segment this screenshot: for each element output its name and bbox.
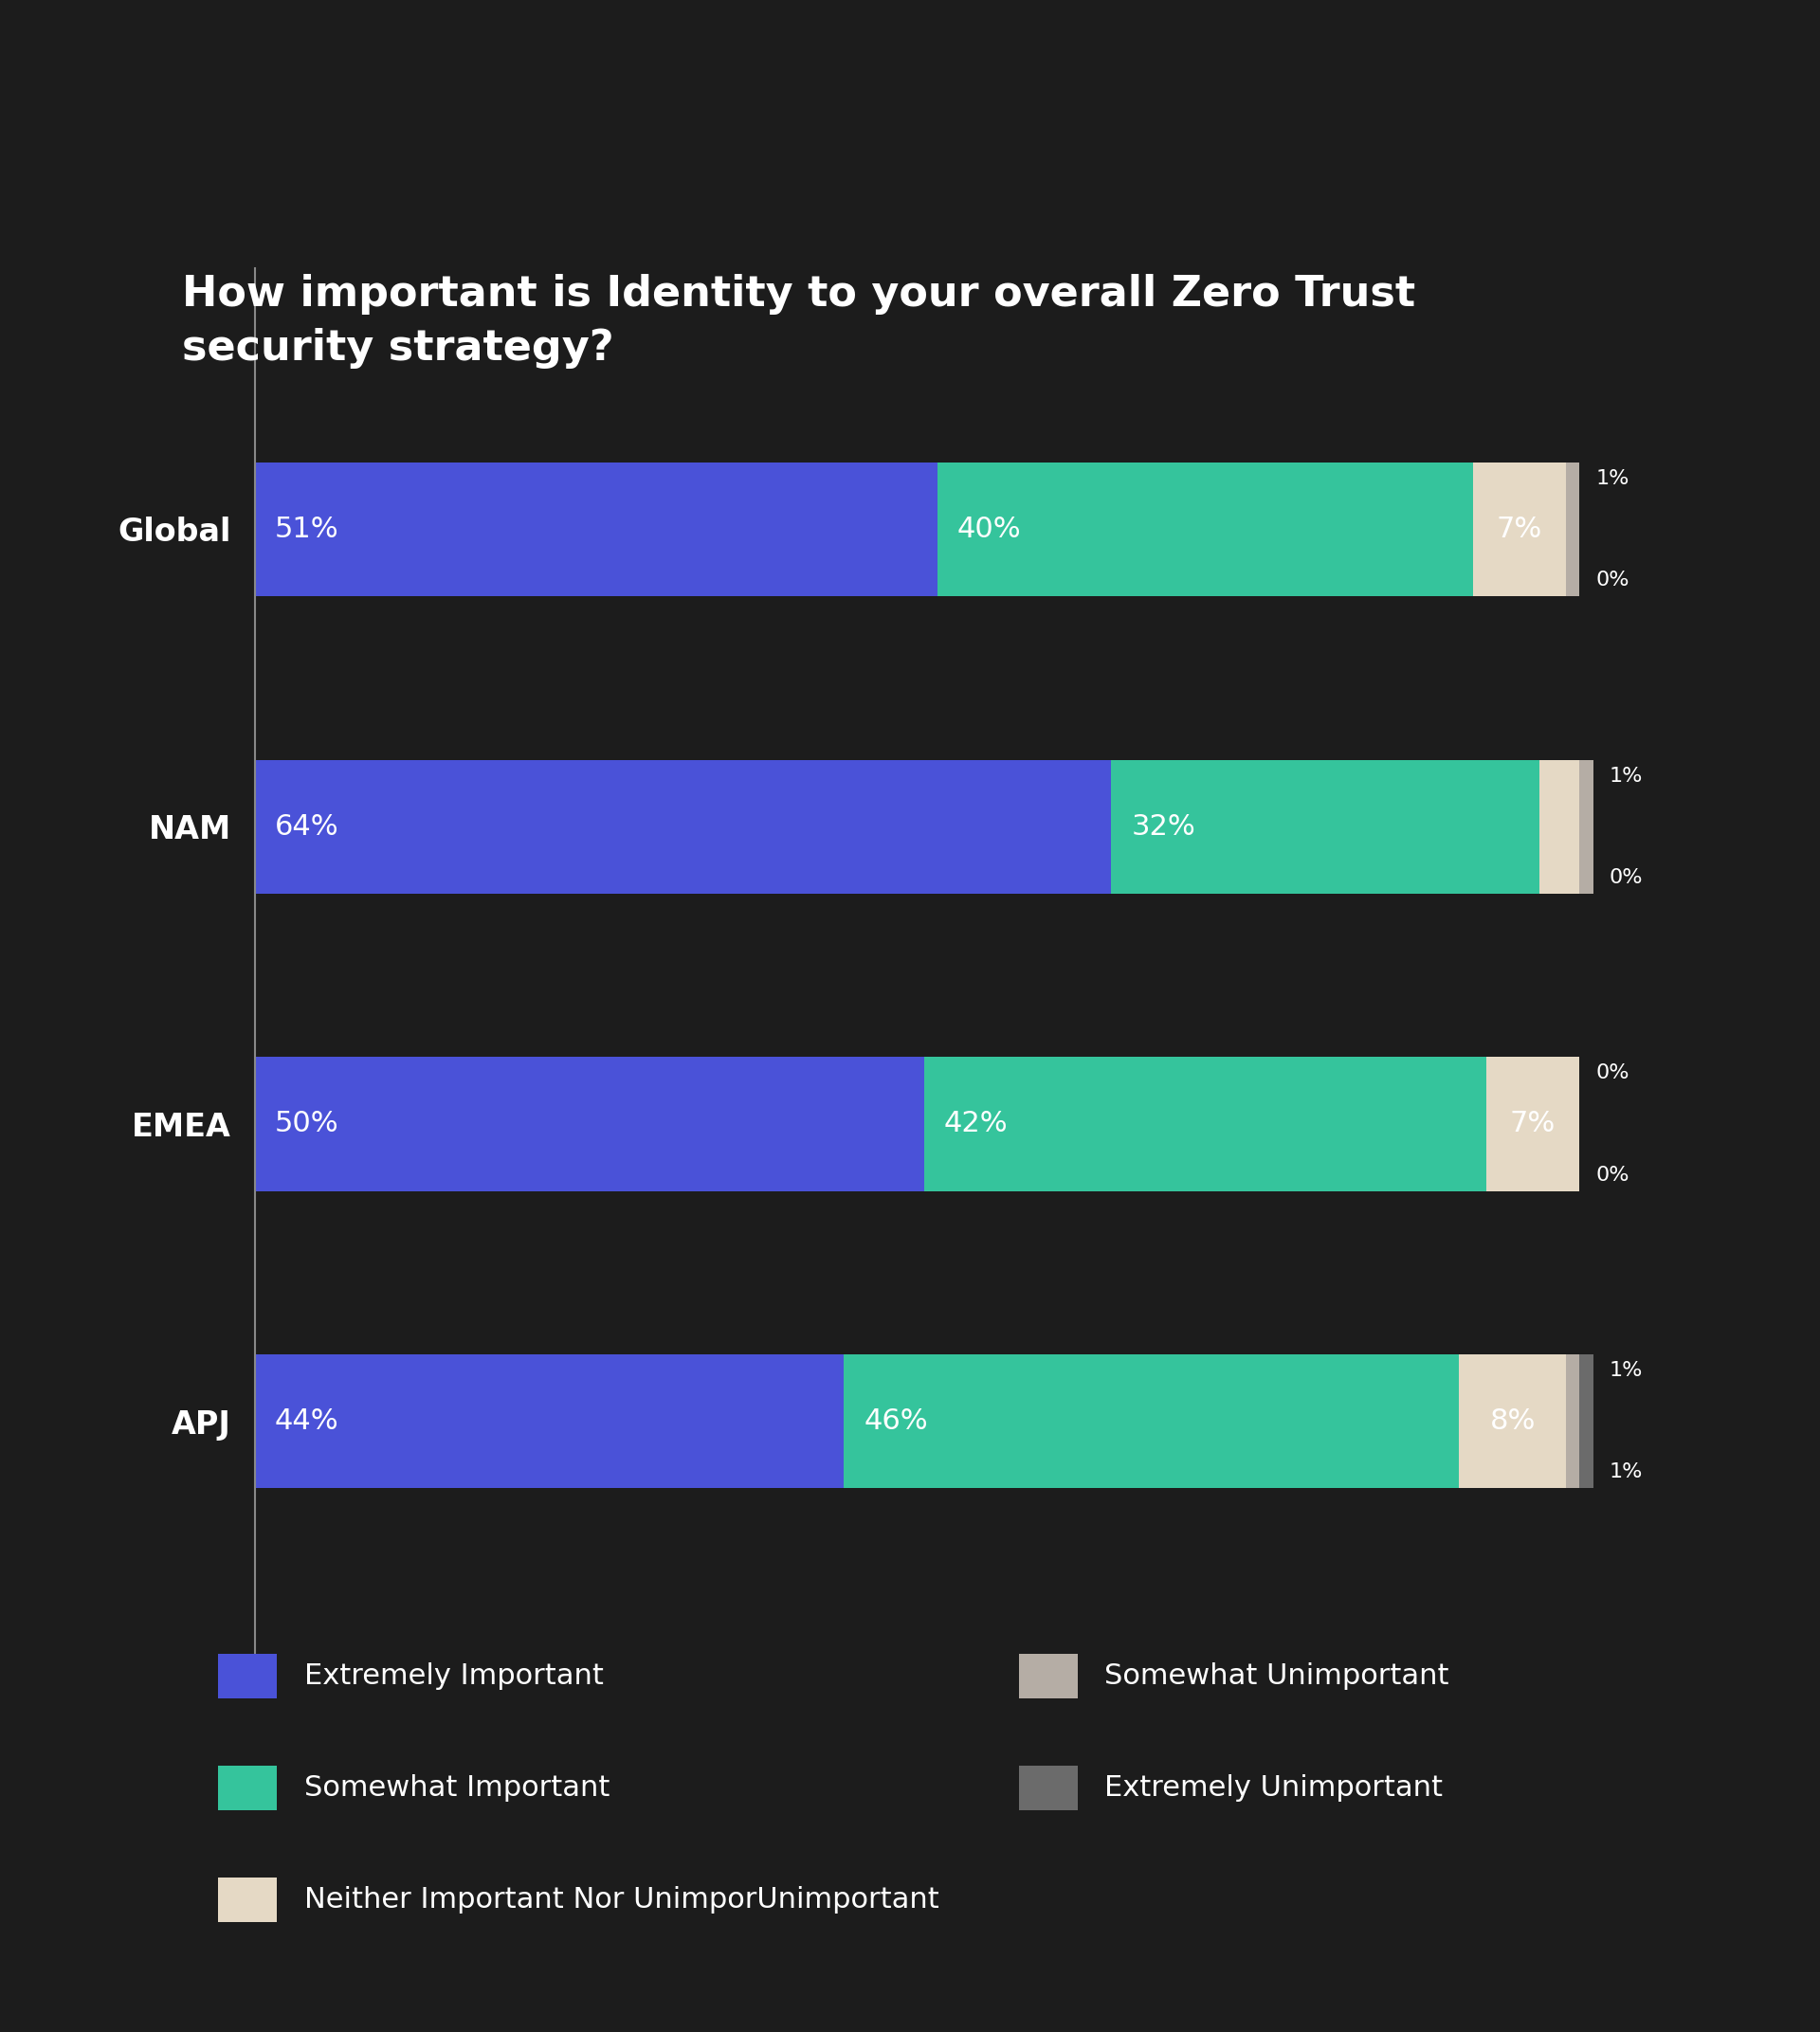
Text: Extremely Unimportant: Extremely Unimportant <box>1105 1774 1443 1802</box>
Bar <box>844 1355 1460 1487</box>
Bar <box>925 1057 1485 1191</box>
Text: 0%: 0% <box>1596 571 1629 589</box>
Text: 1%: 1% <box>1609 766 1643 784</box>
Text: Somewhat Important: Somewhat Important <box>304 1774 610 1802</box>
Text: 51%: 51% <box>275 516 339 543</box>
Bar <box>1567 463 1580 595</box>
Text: 8%: 8% <box>1491 1408 1536 1435</box>
Bar <box>1485 1057 1580 1191</box>
Bar <box>937 463 1472 595</box>
Text: 7%: 7% <box>1511 1109 1556 1138</box>
Bar <box>1112 760 1540 894</box>
Bar <box>255 1057 925 1191</box>
Text: 1%: 1% <box>1596 469 1629 488</box>
Text: Neither Important Nor UnimporUnimportant: Neither Important Nor UnimporUnimportant <box>304 1886 939 1914</box>
Bar <box>255 760 1112 894</box>
Text: 32%: 32% <box>1132 813 1196 841</box>
Text: 42%: 42% <box>945 1109 1008 1138</box>
Text: 0%: 0% <box>1596 1166 1629 1185</box>
Text: 40%: 40% <box>957 516 1021 543</box>
Bar <box>1567 1355 1580 1487</box>
Text: 1%: 1% <box>1609 1463 1643 1481</box>
Bar <box>1540 760 1580 894</box>
Text: Somewhat Unimportant: Somewhat Unimportant <box>1105 1662 1449 1691</box>
Text: 7%: 7% <box>1496 516 1542 543</box>
Bar <box>1580 760 1592 894</box>
Bar <box>255 1355 844 1487</box>
Text: 46%: 46% <box>864 1408 928 1435</box>
Bar <box>1472 463 1567 595</box>
Text: 1%: 1% <box>1609 1361 1643 1380</box>
Text: Extremely Important: Extremely Important <box>304 1662 604 1691</box>
Text: 0%: 0% <box>1609 868 1643 888</box>
Bar <box>255 463 937 595</box>
Text: 44%: 44% <box>275 1408 339 1435</box>
Bar <box>1460 1355 1567 1487</box>
Text: 50%: 50% <box>275 1109 339 1138</box>
Text: 0%: 0% <box>1596 1063 1629 1083</box>
Text: 64%: 64% <box>275 813 339 841</box>
Text: How important is Identity to your overall Zero Trust
security strategy?: How important is Identity to your overal… <box>182 274 1416 368</box>
Bar <box>1580 1355 1592 1487</box>
